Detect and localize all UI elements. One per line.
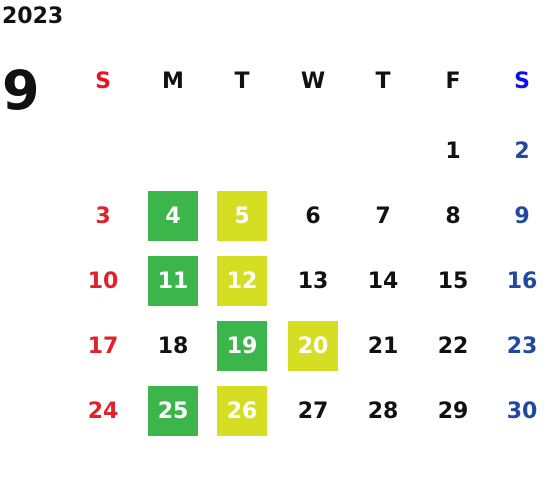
highlighted-day: 26 [217,386,267,436]
day: 24 [87,398,119,424]
weekday-label: W [300,68,326,94]
day: 29 [437,398,469,424]
day: 6 [305,203,321,229]
day: 15 [437,268,469,294]
day: 2 [514,138,530,164]
year: 2023 [2,4,64,29]
day: 16 [506,268,538,294]
day: 27 [297,398,329,424]
weekday-label: F [445,68,461,94]
day: 22 [437,333,469,359]
day: 23 [506,333,538,359]
day: 8 [445,203,461,229]
highlighted-day: 19 [217,321,267,371]
highlighted-day: 25 [148,386,198,436]
highlighted-day: 4 [148,191,198,241]
highlighted-day: 12 [217,256,267,306]
weekday-label: M [162,68,184,94]
day: 1 [445,138,461,164]
highlighted-day: 5 [217,191,267,241]
day: 18 [157,333,189,359]
day: 9 [514,203,530,229]
weekday-label: T [375,68,391,94]
day: 13 [297,268,329,294]
weekday-label: T [234,68,250,94]
day: 17 [87,333,119,359]
weekday-label: S [514,68,530,94]
day: 28 [367,398,399,424]
month: 9 [2,59,40,122]
day: 10 [87,268,119,294]
day: 3 [95,203,111,229]
highlighted-day: 11 [148,256,198,306]
day: 14 [367,268,399,294]
day: 30 [506,398,538,424]
highlighted-day: 20 [288,321,338,371]
weekday-label: S [95,68,111,94]
day: 7 [375,203,391,229]
day: 21 [367,333,399,359]
